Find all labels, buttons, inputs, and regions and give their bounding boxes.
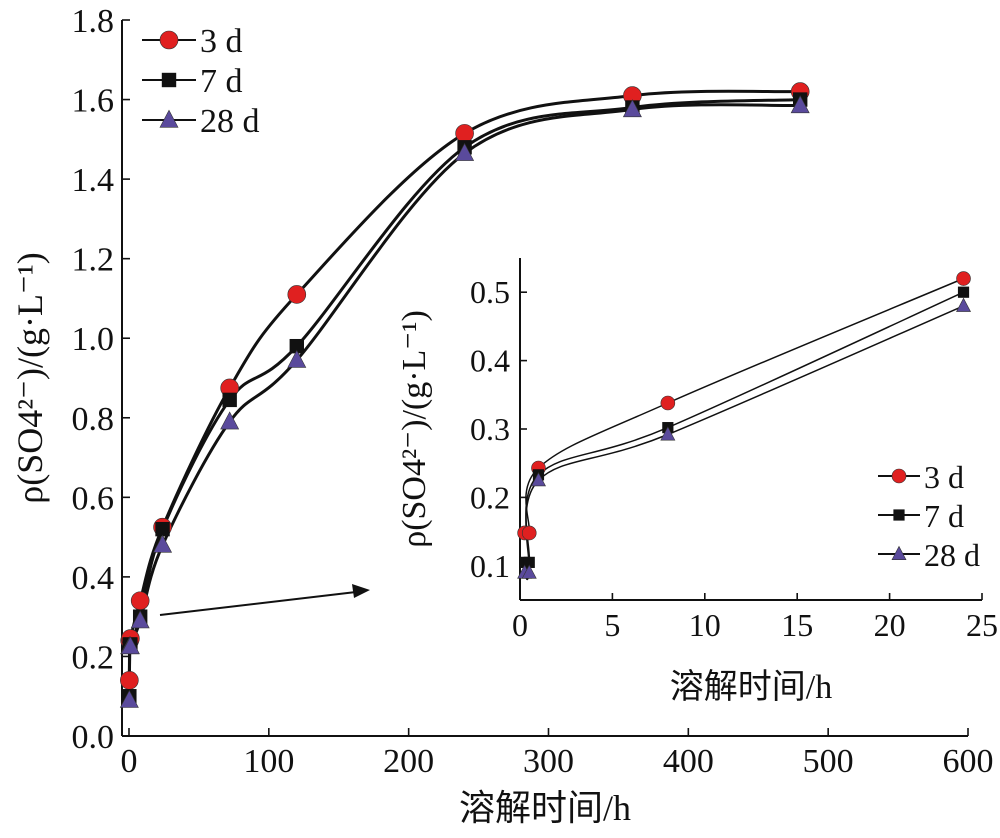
x-tick-label: 100 xyxy=(243,743,294,780)
legend-label: 3 d xyxy=(200,23,243,60)
data-point-7d xyxy=(289,338,304,354)
x-tick-label: 15 xyxy=(781,607,813,643)
data-point-3d xyxy=(521,525,537,541)
y-tick-label: 0.3 xyxy=(470,411,510,447)
y-tick-label: 1.4 xyxy=(72,162,115,199)
data-point-3d xyxy=(660,395,676,411)
legend-marker xyxy=(161,72,177,88)
data-point-3d xyxy=(120,671,139,690)
legend-label: 28 d xyxy=(200,103,260,140)
data-point-28d xyxy=(956,297,972,312)
y-tick-label: 1.2 xyxy=(72,242,115,279)
data-point-7d xyxy=(222,392,237,408)
legend-marker xyxy=(891,468,907,484)
y-tick-label: 0.2 xyxy=(72,639,115,676)
data-point-28d xyxy=(119,689,139,708)
data-point-28d xyxy=(130,610,150,629)
data-point-28d xyxy=(287,349,307,368)
x-axis-title: 溶解时间/h xyxy=(670,668,832,706)
chart-0: 0 100 200 300 400 500 6000.00.20.40.60.81.01.2… xyxy=(10,3,994,828)
x-tick-label: 0 xyxy=(120,743,137,780)
data-point-3d xyxy=(455,124,474,143)
data-point-28d xyxy=(120,636,140,655)
x-tick-label: 20 xyxy=(874,607,906,643)
zoom-arrow-head xyxy=(352,584,370,598)
y-axis-title: ρ(SO4²⁻)/(g·L⁻¹) xyxy=(10,252,50,504)
x-tick-label: 400 xyxy=(663,743,714,780)
legend-label: 7 d xyxy=(924,498,964,534)
x-tick-label: 25 xyxy=(966,607,998,643)
legend-label: 7 d xyxy=(200,63,243,100)
y-tick-label: 0.6 xyxy=(72,480,115,517)
x-tick-label: 200 xyxy=(383,743,434,780)
chart-1: 0 5 10 15 20 25 0.1 0.2 0.3 0.4 0.5 溶解时间/h ρ(SO4²⁻)/… xyxy=(396,258,998,706)
data-point-28d xyxy=(622,99,642,118)
data-point-28d xyxy=(521,564,537,579)
legend-marker xyxy=(893,509,905,521)
y-tick-label: 1.6 xyxy=(72,83,115,120)
y-tick-label: 0.4 xyxy=(72,560,115,597)
x-tick-label: 600 xyxy=(943,743,994,780)
data-point-28d xyxy=(220,411,240,430)
x-tick-label: 300 xyxy=(523,743,574,780)
legend-label: 28 d xyxy=(924,537,980,573)
data-point-28d xyxy=(660,426,676,441)
data-point-28d xyxy=(790,95,810,114)
x-tick-label: 500 xyxy=(803,743,854,780)
data-point-3d xyxy=(956,271,971,286)
data-point-7d xyxy=(155,521,170,537)
legend-marker xyxy=(159,109,179,128)
legend-label: 3 d xyxy=(924,459,964,495)
data-point-28d xyxy=(153,534,173,553)
data-point-3d xyxy=(287,285,307,304)
x-tick-label: 0 xyxy=(512,607,528,643)
y-tick-label: 0.5 xyxy=(470,274,510,310)
data-point-28d xyxy=(455,142,475,161)
series-line-7d xyxy=(523,291,964,570)
legend-marker xyxy=(159,30,179,50)
zoom-arrow-line xyxy=(159,591,357,616)
y-tick-label: 0.8 xyxy=(72,401,115,438)
x-tick-label: 10 xyxy=(689,607,721,643)
x-axis-title: 溶解时间/h xyxy=(459,788,631,828)
data-point-28d xyxy=(530,472,546,487)
data-point-7d xyxy=(523,556,535,568)
y-tick-label: 0.4 xyxy=(470,343,510,379)
x-tick-label: 5 xyxy=(604,607,620,643)
data-point-7d xyxy=(957,286,970,298)
y-tick-label: 0.0 xyxy=(72,719,115,756)
y-axis-title: ρ(SO4²⁻)/(g·L⁻¹) xyxy=(396,310,433,548)
data-point-3d xyxy=(130,591,150,611)
legend-marker xyxy=(891,545,907,560)
y-tick-label: 1.0 xyxy=(72,321,115,358)
y-tick-label: 0.2 xyxy=(470,479,510,515)
series-line-3d xyxy=(523,277,964,539)
y-tick-label: 0.1 xyxy=(470,548,510,584)
series-line-28d xyxy=(523,305,964,581)
y-tick-label: 1.8 xyxy=(72,3,115,40)
